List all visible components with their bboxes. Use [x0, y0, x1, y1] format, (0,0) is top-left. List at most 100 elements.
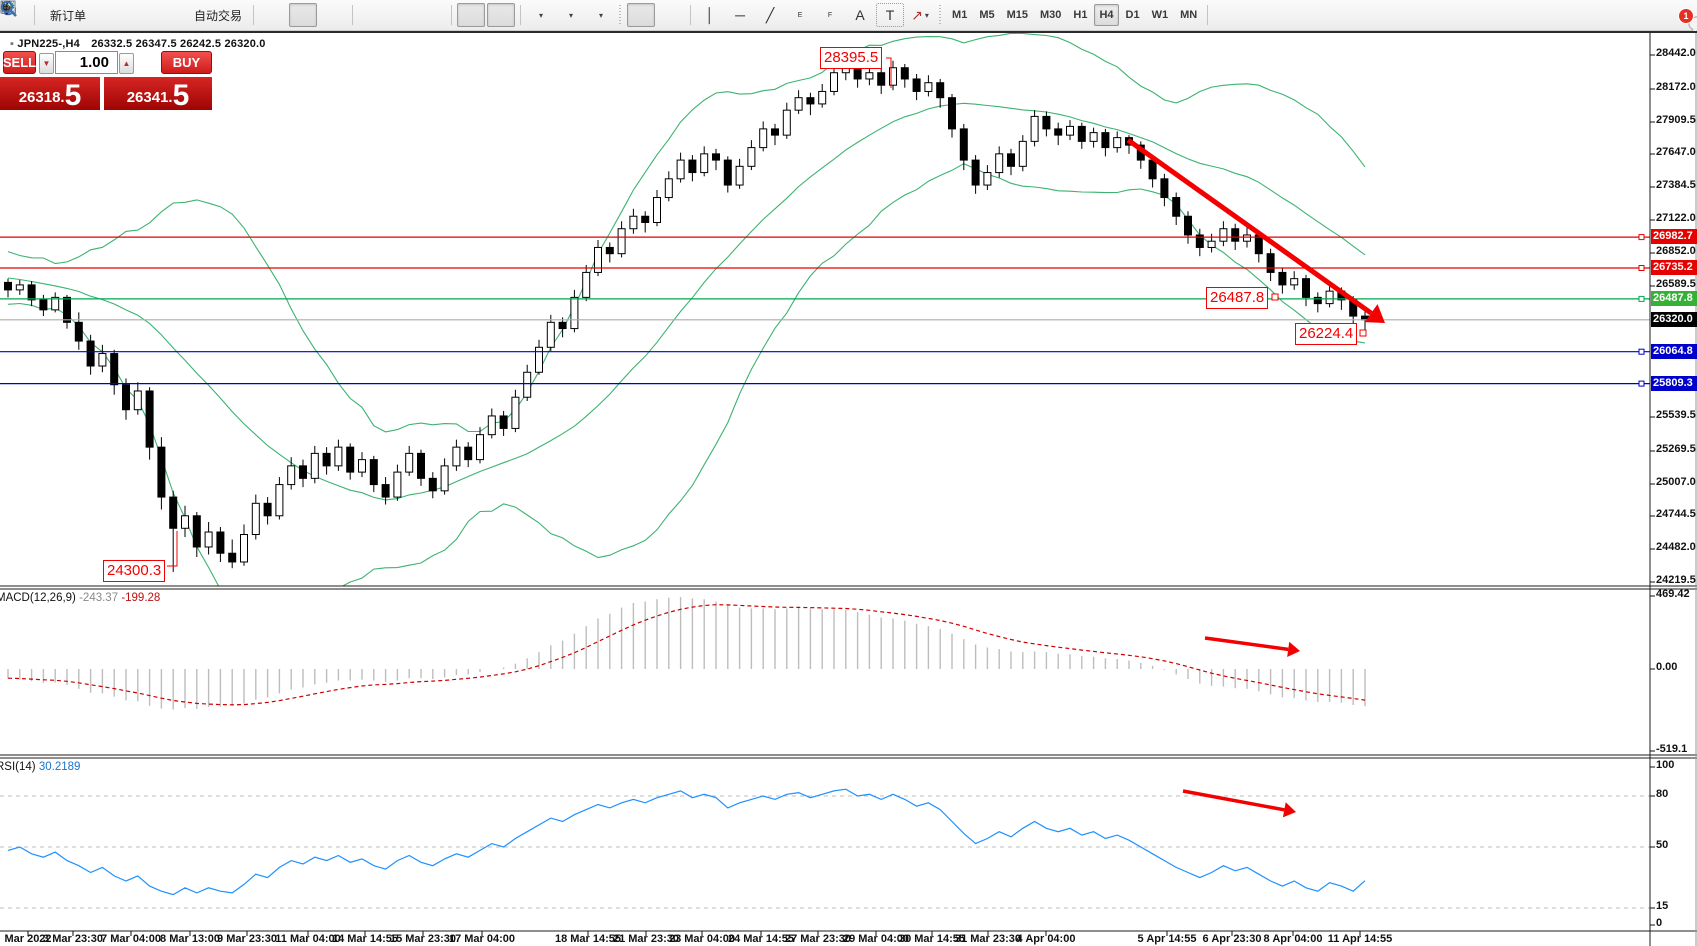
one-click-trading-panel: SELL ▼ ▲ BUY 26318.5 26341.5 [0, 51, 214, 111]
buy-button[interactable]: BUY [161, 51, 212, 74]
tile-windows-icon[interactable] [1, 1, 446, 27]
add-indicator-icon[interactable]: ▾ [0, 1, 554, 27]
time-axis-label: Mar 2022 [4, 933, 52, 945]
horizontal-line-tool-icon[interactable]: ─ [735, 7, 745, 23]
timeframe-button-h4[interactable]: H4 [1094, 4, 1119, 26]
time-axis-label: 9 Mar 23:30 [217, 933, 277, 945]
price-annotation-high[interactable]: 28395.5 [820, 47, 883, 69]
sell-price-display[interactable]: 26318. 5 [0, 77, 100, 111]
axis-label: 27647.0 [1656, 146, 1696, 158]
axis-label: 27384.5 [1656, 179, 1696, 191]
zoom-in-icon[interactable] [1, 1, 386, 27]
timeframe-button-h1[interactable]: H1 [1073, 9, 1088, 21]
vertical-line-tool-icon[interactable]: │ [705, 7, 715, 23]
volume-increase-button[interactable]: ▲ [119, 53, 134, 74]
timeframe-button-m30[interactable]: M30 [1040, 9, 1062, 21]
axis-label: 27909.5 [1656, 114, 1696, 126]
volume-input[interactable] [55, 51, 118, 74]
indicator-list-icon[interactable] [1, 1, 516, 27]
timeframe-toolbar: M1 M5 M15 M30 H1 H4 D1 W1 MN [946, 0, 1203, 30]
axis-label: 0 [1656, 917, 1663, 929]
templates-icon[interactable]: ▾ [0, 0, 614, 27]
time-axis-label: 11 Apr 14:55 [1327, 933, 1393, 945]
news-icon[interactable] [2, 2, 182, 27]
zoom-out-icon[interactable] [1, 1, 416, 27]
chart-window: ▪ JPN225-,H4 26332.5 26347.5 26242.5 263… [0, 31, 1697, 946]
indicator-window-icon[interactable] [1, 2, 486, 27]
market-watch-icon[interactable] [1, 1, 152, 27]
timeframe-button-m15[interactable]: M15 [1006, 9, 1028, 21]
axis-label: 80 [1656, 788, 1669, 800]
line-chart-icon[interactable] [0, 1, 347, 27]
price-line-badge: 26064.8 [1651, 343, 1697, 359]
window-icon: ▪ [10, 38, 15, 50]
timeframe-button-m5[interactable]: M5 [979, 9, 995, 21]
timeframe-button-m1[interactable]: M1 [952, 9, 968, 21]
timeframe-button-d1[interactable]: D1 [1125, 9, 1140, 21]
axis-label: 24482.0 [1656, 541, 1696, 553]
macd-signal-value: -199.28 [121, 592, 161, 604]
time-axis-label: 4 Apr 04:00 [1016, 933, 1076, 945]
crosshair-icon[interactable] [1, 1, 685, 27]
price-annotation-support[interactable]: 26487.8 [1206, 287, 1269, 309]
candlestick-chart-icon[interactable] [1, 1, 318, 27]
axis-label: 25539.5 [1656, 409, 1696, 421]
time-axis-label: 17 Mar 04:00 [448, 933, 516, 945]
time-axis-label: 5 Apr 14:55 [1137, 933, 1197, 945]
time-axis-label: 23 Mar 04:00 [668, 933, 736, 945]
axis-label: 25007.0 [1656, 476, 1696, 488]
price-line-badge: 26320.0 [1651, 311, 1697, 327]
arrows-tool-icon[interactable]: ↗ ▾ [911, 7, 929, 23]
price-annotation-low-recent[interactable]: 26224.4 [1295, 323, 1358, 345]
fibonacci-tool-icon[interactable]: F [1, 1, 844, 27]
charts-icon[interactable] [0, 1, 122, 27]
time-axis-label: 6 Apr 23:30 [1202, 933, 1262, 945]
axis-label: 28442.0 [1656, 47, 1696, 59]
time-axis-label: 31 Mar 23:30 [954, 933, 1022, 945]
time-axis-label: 21 Mar 23:30 [612, 933, 680, 945]
autotrading-button[interactable]: 自动交易 [1, 3, 248, 27]
bar-chart-icon[interactable] [1, 1, 287, 27]
price-line-badge: 26487.8 [1651, 290, 1697, 306]
autotrading-label: 自动交易 [194, 8, 243, 23]
time-axis-label: 29 Mar 04:00 [842, 933, 910, 945]
axis-label: 15 [1656, 900, 1669, 912]
time-axis-label: 14 Mar 14:55 [331, 933, 399, 945]
sell-button[interactable]: SELL [3, 51, 36, 74]
notification-badge: 1 [1678, 8, 1694, 24]
chevron-down-icon: ▾ [924, 10, 929, 20]
axis-label: 26589.5 [1656, 278, 1696, 290]
time-axis-label: 3 Mar 23:30 [43, 933, 103, 945]
timeframe-button-w1[interactable]: W1 [1151, 9, 1169, 21]
axis-label: 100 [1656, 759, 1675, 771]
text-tool-icon[interactable]: A [855, 7, 865, 23]
volume-decrease-button[interactable]: ▼ [39, 53, 54, 74]
buy-price-display[interactable]: 26341. 5 [104, 77, 212, 111]
rsi-indicator-label: RSI(14) 30.2189 [0, 761, 81, 773]
axis-label: 0.00 [1656, 661, 1678, 673]
time-axis-label: 27 Mar 23:30 [784, 933, 852, 945]
toolbar: 新订单 自动交易 ▾ ▾ ▾ [0, 0, 1697, 35]
chart-title: ▪ JPN225-,H4 26332.5 26347.5 26242.5 263… [10, 38, 266, 50]
time-axis-label: 15 Mar 23:30 [389, 933, 457, 945]
axis-label: 469.42 [1656, 588, 1690, 600]
axis-label: 24219.5 [1656, 574, 1696, 586]
time-axis-label: 8 Apr 04:00 [1263, 933, 1323, 945]
new-order-label: 新订单 [50, 8, 87, 23]
channel-tool-icon[interactable]: E [0, 0, 814, 27]
axis-label: 26852.0 [1656, 245, 1696, 257]
label-tool-icon[interactable]: T [876, 3, 905, 27]
trendline-tool-icon[interactable]: ╱ [765, 7, 775, 23]
rsi-value: 30.2189 [38, 761, 81, 773]
time-axis-label: 30 Mar 14:55 [898, 933, 966, 945]
timeframe-button-mn[interactable]: MN [1180, 9, 1198, 21]
period-clock-icon[interactable]: ▾ [0, 0, 584, 27]
chevron-down-icon: ▾ [569, 10, 574, 20]
new-order-button[interactable]: 新订单 [0, 0, 92, 27]
cursor-icon[interactable] [2, 1, 656, 27]
price-line-badge: 26982.7 [1651, 229, 1697, 245]
price-annotation-low-march[interactable]: 24300.3 [103, 560, 166, 582]
chevron-down-icon: ▾ [539, 10, 544, 20]
axis-label: 25269.5 [1656, 443, 1696, 455]
